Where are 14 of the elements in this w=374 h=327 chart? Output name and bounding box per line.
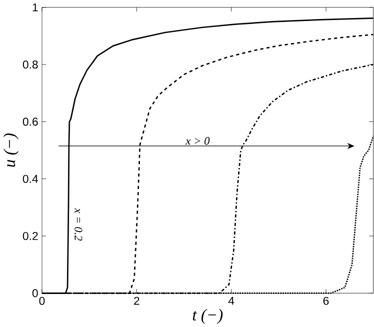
annotation: x = 0.2 [74, 208, 82, 240]
y-tick-label: 0.2 [22, 232, 38, 240]
y-tick-label: 1 [32, 3, 38, 12]
x-tick-label: 0 [39, 296, 45, 305]
x-axis-title: t (−) [192, 308, 223, 324]
y-tick-label: 0.6 [22, 117, 38, 126]
y-tick-label: 0.4 [22, 174, 38, 183]
annotation: x > 0 [185, 136, 210, 145]
x-tick-label: 6 [323, 296, 329, 305]
x-tick-label: 2 [134, 296, 140, 305]
y-tick-label: 0 [32, 288, 38, 298]
y-tick-label: 0.8 [22, 60, 38, 68]
y-axis-title: u (−) [3, 133, 18, 167]
x-tick-label: 4 [228, 296, 234, 304]
